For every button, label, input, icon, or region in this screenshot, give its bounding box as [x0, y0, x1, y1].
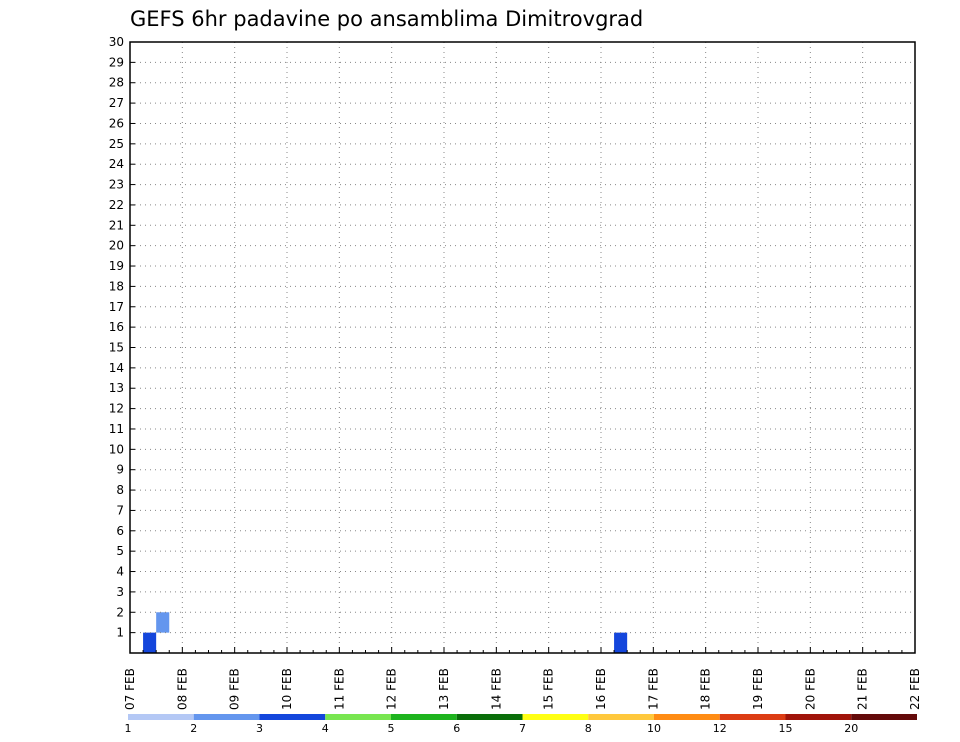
plot-frame	[129, 41, 916, 654]
y-tick-label: 3	[116, 585, 124, 599]
colorbar-segment	[391, 714, 457, 720]
y-tick-label: 25	[109, 137, 124, 151]
y-tick-label: 13	[109, 381, 124, 395]
x-tick-label: 10 FEB	[280, 668, 294, 710]
data-cell	[156, 612, 170, 633]
y-tick-label: 27	[109, 96, 124, 110]
colorbar-segment	[851, 714, 917, 720]
colorbar-segment	[259, 714, 326, 720]
y-tick-label: 1	[116, 626, 124, 640]
y-tick-label: 26	[109, 116, 124, 130]
colorbar-label: 5	[388, 722, 395, 735]
cells-layer	[143, 612, 628, 653]
x-tick-label: 12 FEB	[385, 668, 399, 710]
colorbar-segment	[588, 714, 654, 720]
colorbar-label: 12	[713, 722, 727, 735]
y-tick-label: 11	[109, 422, 124, 436]
data-cell	[614, 632, 628, 653]
x-axis: 07 FEB 08 FEB 09 FEB 10 FEB 11 FEB 12 FEB 13 F…	[123, 647, 922, 710]
colorbar-label: 15	[779, 722, 793, 735]
chart-title: GEFS 6hr padavine po ansamblima Dimitrov…	[130, 7, 643, 31]
colorbar-segment	[785, 714, 852, 720]
x-tick-label: 07 FEB	[123, 668, 137, 710]
x-tick-label: 14 FEB	[489, 668, 503, 710]
y-tick-label: 8	[116, 483, 124, 497]
data-cell	[143, 632, 157, 653]
x-tick-label: 17 FEB	[646, 668, 660, 710]
y-tick-label: 6	[116, 524, 124, 538]
y-tick-label: 12	[109, 402, 124, 416]
colorbar-label: 6	[453, 722, 460, 735]
x-tick-label: 18 FEB	[699, 668, 713, 710]
y-tick-label: 21	[109, 218, 124, 232]
y-tick-label: 16	[109, 320, 124, 334]
x-tick-label: 15 FEB	[542, 668, 556, 710]
colorbar-label: 4	[322, 722, 329, 735]
colorbar-segment	[325, 714, 391, 720]
colorbar-label: 2	[190, 722, 197, 735]
colorbar-segment	[522, 714, 589, 720]
colorbar-label: 10	[647, 722, 661, 735]
x-tick-label: 19 FEB	[751, 668, 765, 710]
y-tick-label: 22	[109, 198, 124, 212]
y-tick-label: 18	[109, 279, 124, 293]
colorbar-label: 3	[256, 722, 263, 735]
y-tick-label: 10	[109, 442, 124, 456]
colorbar-segment	[654, 714, 720, 720]
y-tick-label: 29	[109, 55, 124, 69]
x-tick-label: 08 FEB	[175, 668, 189, 710]
x-tick-label: 22 FEB	[908, 668, 922, 710]
colorbar-segment	[193, 714, 260, 720]
x-tick-label: 21 FEB	[856, 668, 870, 710]
colorbar: 1 2 3 4 5 6 7 8 10 12 15 20	[125, 714, 917, 735]
y-tick-label: 24	[109, 157, 124, 171]
y-tick-label: 2	[116, 605, 124, 619]
y-tick-label: 9	[116, 463, 124, 477]
y-tick-label: 19	[109, 259, 124, 273]
colorbar-segment	[128, 714, 194, 720]
colorbar-label: 8	[585, 722, 592, 735]
grid-layer	[130, 42, 916, 653]
y-tick-label: 7	[116, 503, 124, 517]
y-tick-label: 20	[109, 239, 124, 253]
colorbar-segment	[719, 714, 786, 720]
colorbar-label: 1	[125, 722, 132, 735]
y-tick-label: 5	[116, 544, 124, 558]
y-tick-label: 28	[109, 76, 124, 90]
y-tick-label: 15	[109, 341, 124, 355]
colorbar-label: 7	[519, 722, 526, 735]
x-tick-label: 09 FEB	[228, 668, 242, 710]
y-tick-label: 30	[109, 35, 124, 49]
x-tick-label: 13 FEB	[437, 668, 451, 710]
x-tick-label: 16 FEB	[594, 668, 608, 710]
y-tick-label: 14	[109, 361, 124, 375]
y-tick-label: 4	[116, 565, 124, 579]
y-axis: 1234567891011121314151617181920212223242…	[109, 35, 135, 640]
y-tick-label: 23	[109, 178, 124, 192]
colorbar-label: 20	[844, 722, 858, 735]
colorbar-segment	[456, 714, 523, 720]
x-tick-label: 20 FEB	[803, 668, 817, 710]
x-tick-label: 11 FEB	[332, 668, 346, 710]
y-tick-label: 17	[109, 300, 124, 314]
